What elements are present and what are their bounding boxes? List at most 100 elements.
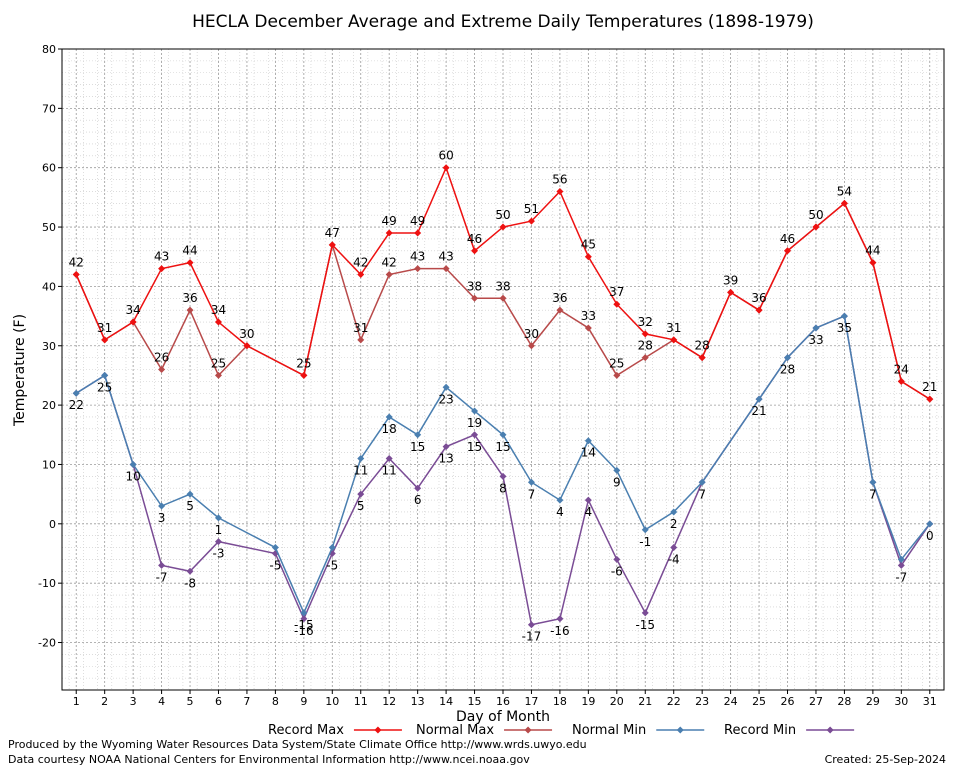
data-point: [129, 460, 137, 468]
data-point: [414, 484, 422, 492]
data-label: 35: [837, 321, 852, 335]
data-label: 47: [325, 226, 340, 240]
data-point: [926, 520, 934, 528]
data-point: [897, 555, 905, 563]
data-point: [300, 371, 308, 379]
legend: Record Max Normal Max Normal Min Record Min: [268, 723, 855, 738]
data-point: [698, 478, 706, 486]
series-line: [75, 165, 931, 400]
data-label: 11: [353, 464, 368, 478]
x-tick-label: 4: [158, 695, 165, 708]
data-point: [357, 455, 365, 463]
data-label: 49: [410, 214, 425, 228]
data-label: 22: [69, 398, 84, 412]
data-label: 56: [552, 172, 567, 186]
data-label: 43: [438, 250, 453, 264]
data-point: [101, 336, 109, 344]
data-point: [556, 496, 564, 504]
y-tick-label: 30: [42, 340, 56, 353]
data-label: 31: [97, 321, 112, 335]
data-point: [414, 229, 422, 237]
data-point: [556, 187, 564, 195]
x-tick-label: 19: [581, 695, 595, 708]
data-label: 50: [495, 208, 510, 222]
data-label: 26: [154, 351, 169, 365]
data-label: 25: [609, 356, 624, 370]
data-point: [869, 478, 877, 486]
data-point: [755, 306, 763, 314]
data-point: [158, 366, 166, 373]
data-label: 28: [780, 363, 795, 377]
data-label: 25: [97, 380, 112, 394]
data-point: [784, 247, 792, 255]
data-label: 43: [410, 250, 425, 264]
data-point: [471, 294, 479, 302]
data-label: 9: [613, 475, 621, 489]
data-label: 3: [158, 511, 166, 525]
data-label: 31: [666, 321, 681, 335]
data-point: [556, 615, 564, 623]
data-point: [613, 300, 621, 308]
data-point: [385, 229, 393, 237]
footer-created: Created: 25-Sep-2024: [824, 753, 946, 766]
legend-label: Normal Max: [416, 723, 494, 738]
x-tick-label: 1: [73, 695, 80, 708]
data-label: 7: [698, 487, 706, 501]
data-label: 25: [296, 356, 311, 370]
data-label: 39: [723, 273, 738, 287]
data-label: 34: [211, 303, 226, 317]
data-label: 15: [495, 440, 510, 454]
data-label: -16: [550, 624, 570, 638]
x-tick-label: 24: [724, 695, 738, 708]
data-point: [698, 354, 706, 362]
data-label: 44: [182, 244, 197, 258]
data-point: [214, 538, 222, 546]
x-tick-label: 21: [638, 695, 652, 708]
x-tick-label: 17: [524, 695, 538, 708]
data-label: -3: [212, 547, 224, 561]
legend-label: Normal Min: [572, 723, 646, 738]
data-point: [186, 490, 194, 498]
data-label: 21: [922, 380, 937, 394]
x-tick-label: 30: [894, 695, 908, 708]
x-tick-label: 10: [325, 695, 339, 708]
y-tick-label: 70: [42, 102, 56, 115]
data-label: 10: [125, 469, 140, 483]
x-tick-label: 25: [752, 695, 766, 708]
data-point: [385, 455, 393, 463]
data-label: 54: [837, 184, 852, 198]
data-point: [72, 271, 80, 279]
y-tick-label: -10: [38, 577, 56, 590]
data-point: [584, 324, 592, 332]
data-point: [385, 413, 393, 421]
data-point: [670, 508, 678, 516]
data-point: [812, 324, 820, 332]
data-label: 28: [695, 339, 710, 353]
data-point: [527, 342, 535, 350]
data-label: 24: [894, 362, 909, 376]
data-label: 33: [581, 309, 596, 323]
data-point: [414, 431, 422, 439]
data-label: 60: [438, 149, 453, 163]
data-point: [527, 478, 535, 486]
data-point: [442, 443, 450, 451]
data-label: 51: [524, 202, 539, 216]
x-tick-label: 9: [300, 695, 307, 708]
y-tick-label: 0: [49, 518, 56, 531]
data-label: -16: [294, 624, 314, 638]
data-label: 18: [382, 422, 397, 436]
data-point: [442, 265, 450, 273]
data-point: [613, 555, 621, 563]
data-label: 44: [865, 244, 880, 258]
data-point: [271, 544, 279, 552]
data-label: -15: [635, 618, 655, 632]
x-tick-label: 29: [866, 695, 880, 708]
data-label: 38: [467, 279, 482, 293]
data-point: [897, 377, 905, 385]
data-label: 42: [353, 256, 368, 270]
data-label: 11: [382, 464, 397, 478]
x-tick-label: 2: [101, 695, 108, 708]
footer-produced-by: Produced by the Wyoming Water Resources …: [8, 738, 587, 751]
data-label: 42: [382, 256, 397, 270]
data-point: [214, 318, 222, 326]
